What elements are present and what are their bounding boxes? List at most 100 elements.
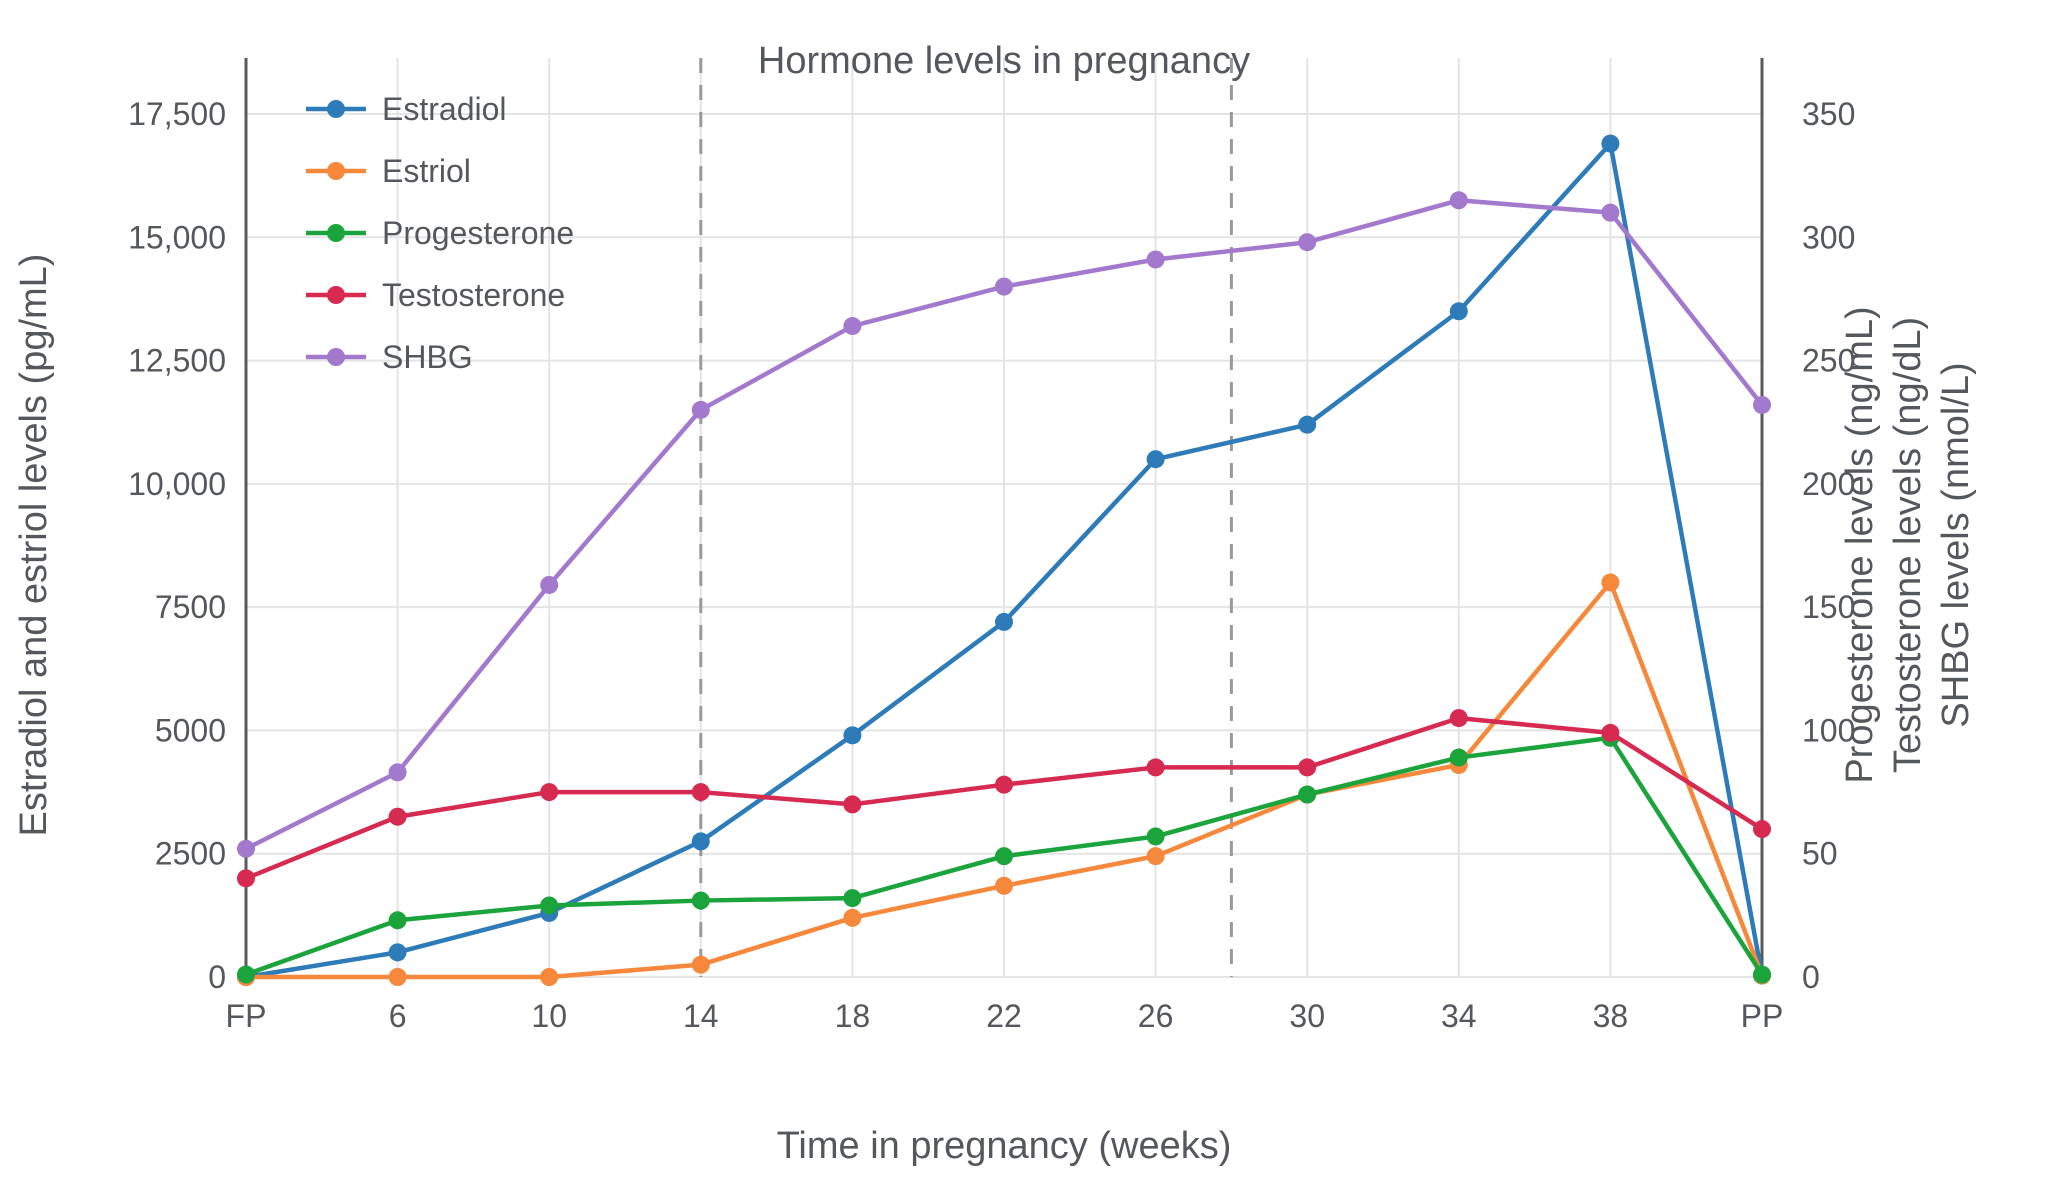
- data-point: [843, 908, 862, 927]
- legend-marker: [327, 162, 345, 180]
- data-point: [237, 965, 255, 984]
- data-point: [1601, 203, 1620, 222]
- y-axis-label-right-progesterone: Progesterone levels (ng/mL): [1839, 306, 1881, 783]
- left-tick-labels: 0 2500 5000 7500 10,000 12,500 15,000 17,500: [128, 96, 226, 995]
- data-point: [540, 783, 559, 802]
- data-point: [691, 400, 710, 419]
- left-y-tick-label: 7500: [155, 589, 226, 625]
- data-point: [1753, 820, 1771, 839]
- legend-label: Progesterone: [382, 215, 574, 251]
- x-tick-label: 10: [531, 998, 567, 1034]
- data-point: [1146, 450, 1165, 469]
- data-point: [540, 968, 559, 986]
- legend-marker: [327, 348, 345, 366]
- left-y-tick-label: 12,500: [128, 343, 226, 379]
- data-point: [1298, 758, 1317, 777]
- data-point: [995, 612, 1013, 631]
- legend-item-estradiol[interactable]: Estradiol: [306, 91, 507, 127]
- legend-marker: [327, 286, 345, 304]
- legend: Estradiol Estriol Progesterone Testosterone…: [306, 91, 574, 375]
- data-point: [1146, 758, 1165, 777]
- data-point: [691, 783, 710, 802]
- y-axis-label-left: Estradiol and estriol levels (pg/mL): [13, 254, 55, 837]
- data-point: [1449, 709, 1468, 728]
- data-point: [1146, 250, 1165, 269]
- data-point: [995, 277, 1013, 296]
- legend-label: Estriol: [382, 153, 471, 189]
- legend-item-shbg[interactable]: SHBG: [306, 339, 473, 375]
- data-point: [1449, 748, 1468, 767]
- legend-label: Estradiol: [382, 91, 507, 127]
- data-point: [843, 795, 862, 814]
- data-point: [1753, 965, 1771, 984]
- series-testosterone: [237, 709, 1771, 888]
- data-point: [691, 891, 710, 910]
- data-point: [388, 911, 407, 930]
- legend-item-estriol[interactable]: Estriol: [306, 153, 471, 189]
- series-lines: [237, 134, 1771, 986]
- legend-marker: [327, 224, 345, 242]
- y-axis-label-right-shbg: SHBG levels (nmol/L): [1935, 362, 1977, 727]
- data-point: [388, 763, 407, 782]
- left-y-tick-label: 10,000: [128, 466, 226, 502]
- data-point: [388, 943, 407, 962]
- right-y-tick-label: 200: [1802, 466, 1855, 502]
- x-tick-label: 26: [1138, 998, 1174, 1034]
- left-y-tick-label: 2500: [155, 836, 226, 872]
- data-point: [1146, 827, 1165, 846]
- legend-item-testosterone[interactable]: Testosterone: [306, 277, 565, 313]
- x-tick-label: FP: [226, 998, 267, 1034]
- right-y-tick-label: 250: [1802, 343, 1855, 379]
- data-point: [843, 317, 862, 336]
- right-y-tick-label: 100: [1802, 712, 1855, 748]
- right-y-tick-label: 150: [1802, 589, 1855, 625]
- x-tick-label: 30: [1289, 998, 1325, 1034]
- data-point: [540, 896, 559, 915]
- x-tick-label: PP: [1741, 998, 1784, 1034]
- x-tick-label: 6: [389, 998, 407, 1034]
- x-tick-label: 38: [1593, 998, 1629, 1034]
- data-point: [1753, 395, 1771, 414]
- data-point: [237, 869, 255, 888]
- data-point: [995, 847, 1013, 866]
- legend-label: SHBG: [382, 339, 473, 375]
- right-y-tick-label: 0: [1802, 959, 1820, 995]
- x-tick-label: 34: [1441, 998, 1477, 1034]
- series-shbg: [237, 191, 1771, 858]
- data-point: [691, 832, 710, 851]
- x-axis-label: Time in pregnancy (weeks): [777, 1125, 1232, 1167]
- data-point: [1601, 723, 1620, 742]
- data-point: [540, 575, 559, 594]
- left-y-tick-label: 0: [208, 959, 226, 995]
- data-point: [1601, 573, 1620, 592]
- legend-marker: [327, 100, 345, 118]
- data-point: [237, 839, 255, 858]
- data-point: [843, 726, 862, 745]
- legend-item-progesterone[interactable]: Progesterone: [306, 215, 574, 251]
- right-y-tick-label: 350: [1802, 96, 1855, 132]
- gridlines: [246, 58, 1762, 978]
- data-point: [1298, 785, 1317, 804]
- right-y-tick-label: 50: [1802, 836, 1838, 872]
- data-point: [388, 968, 407, 986]
- x-tick-label: 14: [683, 998, 719, 1034]
- x-tick-label: 22: [986, 998, 1022, 1034]
- x-tick-labels: FP 6 10 14 18 22 26 30 34 38 PP: [226, 998, 1784, 1034]
- data-point: [1449, 302, 1468, 321]
- y-axis-label-right-testosterone: Testosterone levels (ng/dL): [1887, 317, 1929, 773]
- chart-title: Hormone levels in pregnancy: [758, 40, 1250, 82]
- data-point: [1298, 233, 1317, 252]
- right-y-tick-label: 300: [1802, 219, 1855, 255]
- left-y-tick-label: 15,000: [128, 219, 226, 255]
- data-point: [1449, 191, 1468, 210]
- series-progesterone: [237, 728, 1771, 984]
- data-point: [843, 889, 862, 908]
- legend-label: Testosterone: [382, 277, 565, 313]
- data-point: [1601, 134, 1620, 153]
- data-point: [691, 955, 710, 974]
- data-point: [388, 807, 407, 826]
- left-y-tick-label: 5000: [155, 712, 226, 748]
- data-point: [995, 876, 1013, 895]
